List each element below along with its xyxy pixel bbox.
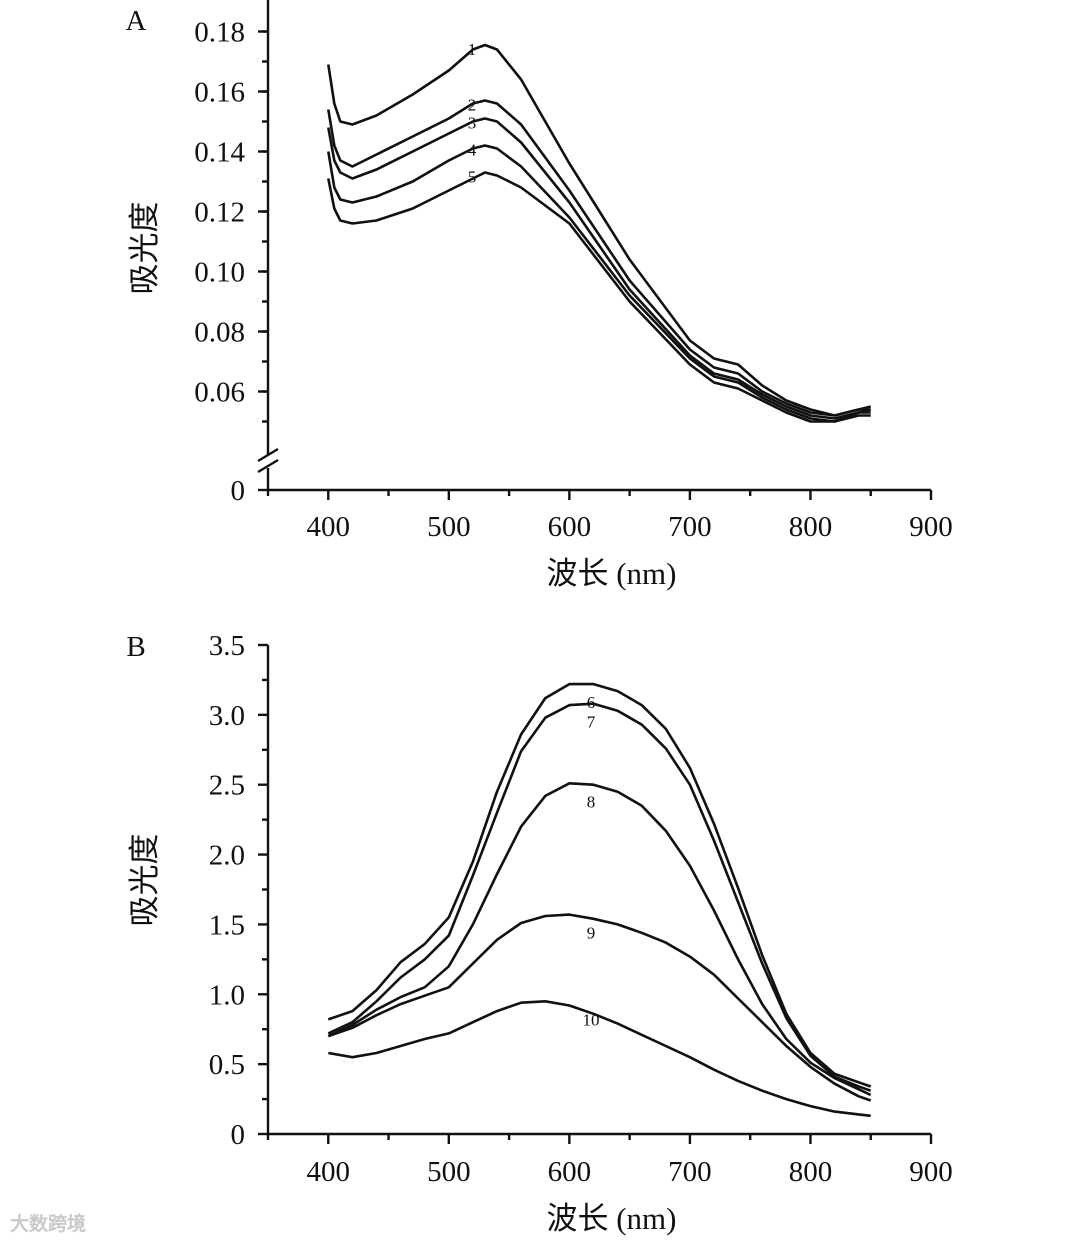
panel-b-y-tick-label: 3.0 <box>209 700 245 732</box>
panel-b-x-tick-label: 700 <box>668 1156 712 1188</box>
panel-a-y-tick-label: 0.12 <box>194 197 245 229</box>
panel-b-x-tick-label: 600 <box>548 1156 592 1188</box>
panel-b-series-8-label: 8 <box>587 792 596 811</box>
panel-b-y-tick-label: 2.0 <box>209 840 245 872</box>
panel-a-y-tick-label: 0 <box>231 475 246 507</box>
panel-b-series-8-line <box>327 782 872 1097</box>
panel-b-y-tick-label: 0.5 <box>209 1049 245 1081</box>
panel-b-y-tick-label: 1.5 <box>209 909 245 941</box>
panel-a-label: A <box>126 5 147 37</box>
panel-b-series-9-line <box>327 913 872 1102</box>
panel-b-y-tick-label: 3.5 <box>209 630 245 662</box>
panel-b-y-axis-title: 吸光度 <box>127 834 162 927</box>
panel-a-y-tick-label: 0.08 <box>194 317 245 349</box>
watermark: 大数跨境 <box>10 1209 86 1236</box>
panel-a-series-5-label: 5 <box>468 168 477 187</box>
panel-a-series-2-label: 2 <box>468 96 477 115</box>
panel-a-y-tick-label: 0.06 <box>194 377 245 409</box>
panel-a-series-2-line <box>327 99 872 417</box>
panel-a-x-axis-title: 波长 (nm) <box>546 556 676 591</box>
panel-a-series-5-line <box>327 171 871 423</box>
panel-b-x-tick-label: 900 <box>909 1156 953 1188</box>
panel-a-x-tick-label: 700 <box>668 511 712 543</box>
panel-a-series-3-label: 3 <box>468 114 477 133</box>
panel-b-x-tick-label: 800 <box>789 1156 833 1188</box>
panel-b-series-10-label: 10 <box>583 1010 600 1029</box>
panel-a-y-tick-label: 0.16 <box>194 77 245 109</box>
panel-b-label: B <box>126 631 145 663</box>
panel-b-series-6-line <box>327 682 872 1088</box>
panel-a-series-3-line <box>327 117 872 420</box>
panel-a-x-tick-label: 600 <box>548 511 592 543</box>
panel-b-y-tick-label: 0 <box>231 1119 246 1151</box>
panel-a-x-tick-label: 500 <box>427 511 471 543</box>
panel-b-series-10-line <box>328 1000 871 1118</box>
panel-a-series-4-label: 4 <box>468 141 477 160</box>
watermark-text: 大数跨境 <box>10 1213 87 1235</box>
panel-a-y-tick-label: 0.10 <box>194 257 245 289</box>
panel-b-x-tick-label: 400 <box>307 1156 351 1188</box>
panel-a-y-tick-label: 0.18 <box>194 17 245 49</box>
panel-a-series-1-line <box>327 43 871 417</box>
panel-a-x-tick-label: 900 <box>909 511 953 543</box>
panel-b-y-tick-label: 1.0 <box>209 979 245 1011</box>
panel-a-y-axis-title: 吸光度 <box>127 202 162 295</box>
panel-b-series-9-label: 9 <box>587 924 596 943</box>
panel-b-y-tick-label: 2.5 <box>209 770 245 802</box>
panel-a-y-tick-label: 0.14 <box>194 137 245 169</box>
panel-b-x-tick-label: 500 <box>427 1156 471 1188</box>
panel-a-series-1-label: 1 <box>468 40 477 59</box>
panel-b-x-axis-title: 波长 (nm) <box>546 1201 676 1236</box>
panel-a-axis-break-mark <box>257 447 279 463</box>
panel-a-x-tick-label: 400 <box>307 511 351 543</box>
panel-b-series-7-line <box>327 702 872 1092</box>
panel-b-series-7-label: 7 <box>587 713 596 732</box>
panel-a-series-4-line <box>327 144 871 423</box>
panel-a-axis-break-mark <box>257 458 279 474</box>
panel-a-x-tick-label: 800 <box>789 511 833 543</box>
